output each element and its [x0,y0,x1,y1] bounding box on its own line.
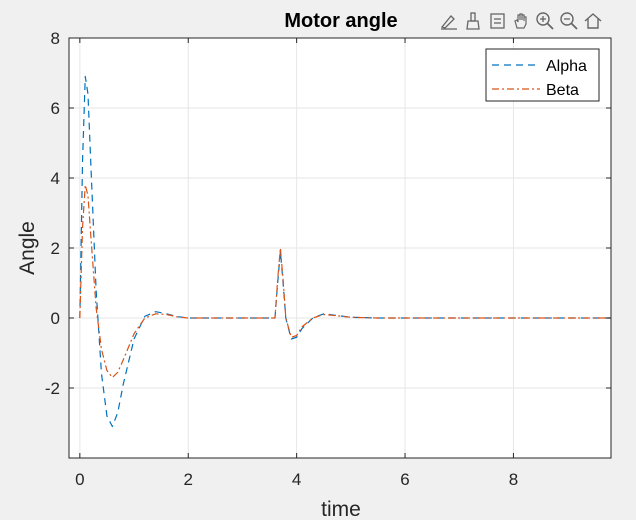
x-tick-label: 8 [509,470,518,489]
pan-button[interactable] [510,9,532,33]
x-tick-label: 0 [75,470,84,489]
legend[interactable]: Alpha Beta [485,48,600,102]
ticks: 0 2 4 6 8 -2 0 2 4 6 8 [45,29,611,489]
y-tick-label: 2 [51,239,60,258]
pan-icon [514,13,527,29]
x-tick-label: 2 [184,470,193,489]
y-tick-label: 6 [51,99,60,118]
zoom-in-button[interactable] [534,9,556,33]
zoom-out-button[interactable] [558,9,580,33]
legend-label-alpha: Alpha [546,58,587,75]
x-tick-label: 4 [292,470,301,489]
y-tick-label: -2 [45,379,60,398]
brush-icon [466,12,480,30]
y-tick-label: 0 [51,309,60,328]
zoom-out-icon [560,12,578,30]
series-layer [79,75,611,428]
zoom-in-icon [536,12,554,30]
x-axis-label: time [321,498,361,520]
y-axis-label: Angle [16,221,39,275]
data-tips-button[interactable] [438,9,460,33]
y-tick-label: 4 [51,169,60,188]
legend-box [485,48,600,102]
chart-title: Motor angle [284,10,397,32]
x-tick-label: 6 [400,470,409,489]
y-tick-label: 8 [51,29,60,48]
legend-label-beta: Beta [546,82,579,99]
link-icon [490,13,505,29]
data-tips-icon [440,15,457,30]
link-button[interactable] [486,9,508,33]
series-line-beta [79,184,611,379]
brush-button[interactable] [462,9,484,33]
home-button[interactable] [582,9,604,33]
axes-toolbar [438,9,604,33]
home-icon [584,13,602,29]
